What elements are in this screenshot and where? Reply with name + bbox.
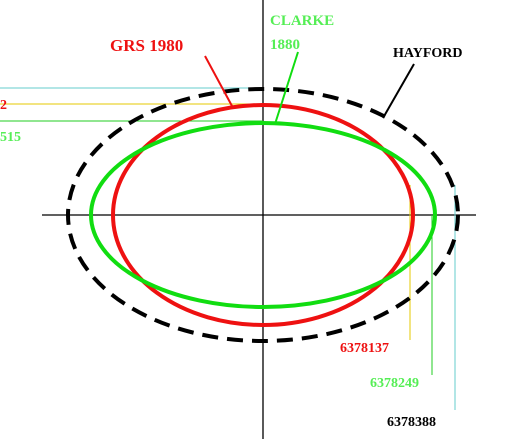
hayford-label: HAYFORD [393,46,463,61]
grs-label: GRS 1980 [110,36,183,55]
grs-b-value: 2 [0,98,7,113]
clarke-year: 1880 [270,37,300,53]
hayford-pointer [382,63,415,119]
clarke-pointer [274,51,299,125]
hayford-a-value: 6378388 [387,415,436,430]
clarke-label: CLARKE [270,13,334,29]
grs-a-value: 6378137 [340,341,389,356]
grs-ellipse [111,103,415,327]
clarke-ellipse [89,121,437,309]
grs-pointer [204,55,233,107]
hayford-ellipse [66,87,460,343]
clarke-b-value: 515 [0,130,21,145]
clarke-a-value: 6378249 [370,376,419,391]
